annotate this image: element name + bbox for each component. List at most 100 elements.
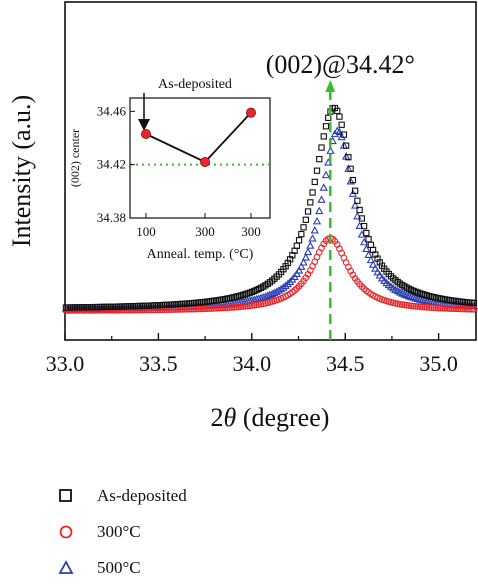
data-point — [221, 304, 229, 312]
data-point — [293, 242, 300, 249]
plot-frame — [64, 1, 477, 341]
data-point — [421, 303, 428, 311]
triangle-marker-icon — [58, 560, 74, 574]
data-point — [318, 144, 325, 151]
data-point — [208, 305, 216, 312]
data-point — [283, 279, 293, 288]
data-point — [246, 302, 254, 310]
data-point — [197, 305, 204, 313]
inset-data-point — [245, 107, 256, 118]
legend-label: As-deposited — [97, 486, 187, 505]
series-square — [62, 104, 478, 311]
legend-label: 300°C — [97, 522, 141, 541]
x-ticks: 33.0 33.5 34.0 34.5 35.0 — [46, 333, 458, 376]
data-point — [413, 294, 423, 303]
data-point — [362, 244, 371, 253]
data-point — [223, 304, 231, 312]
data-point — [235, 303, 242, 311]
data-point — [452, 305, 460, 313]
data-point — [356, 206, 363, 214]
data-point — [199, 305, 207, 313]
xrd-chart: (002)@34.42° 33.0 33.5 34.0 34.5 35.0 Intens… — [7, 1, 478, 432]
data-point — [307, 199, 314, 206]
data-point — [419, 303, 426, 311]
data-point — [346, 177, 355, 185]
data-point — [326, 146, 335, 154]
legend-item-500c: 500°C — [58, 550, 187, 586]
x-tick-label: 33.5 — [139, 351, 178, 376]
data-point — [459, 305, 467, 313]
data-point — [319, 183, 328, 191]
data-point — [244, 302, 251, 310]
data-point — [425, 304, 433, 311]
x-axis-label-symbol: θ — [224, 403, 237, 432]
x-tick-label: 34.0 — [233, 351, 272, 376]
data-point — [311, 178, 318, 186]
data-point — [300, 224, 307, 231]
data-point — [371, 264, 380, 272]
data-point — [367, 241, 374, 249]
data-point — [343, 142, 350, 149]
y-axis-label: Intensity (a.u.) — [7, 95, 36, 247]
inset-data-point — [199, 156, 210, 167]
data-point — [310, 225, 319, 234]
inset-data-point — [140, 128, 151, 139]
data-point — [461, 305, 469, 313]
square-marker-icon — [59, 489, 72, 502]
data-point — [448, 305, 455, 312]
data-point — [414, 303, 422, 310]
data-point — [363, 229, 370, 237]
legend: As-deposited 300°C 500°C — [58, 478, 187, 586]
data-point — [443, 305, 451, 312]
circle-marker-icon — [59, 525, 73, 539]
peak-arrow-head — [325, 80, 336, 92]
data-point — [349, 176, 357, 184]
x-tick-label: 33.0 — [46, 351, 85, 376]
data-point — [248, 302, 256, 309]
data-point — [215, 304, 222, 312]
data-point — [306, 241, 315, 249]
data-point — [416, 303, 424, 311]
data-point — [340, 131, 348, 138]
inset-x-axis-label: Anneal. temp. (°C) — [147, 247, 254, 262]
data-point — [405, 302, 413, 309]
data-point — [436, 304, 444, 312]
data-point — [468, 305, 476, 313]
inset-title-arrow-head — [138, 119, 150, 131]
data-point — [364, 250, 373, 258]
data-point — [368, 260, 378, 268]
data-point — [313, 167, 321, 174]
data-point — [423, 303, 431, 311]
data-point — [439, 304, 446, 312]
data-point — [192, 305, 200, 313]
x-axis-label: 2θ (degree) — [211, 403, 330, 432]
data-point — [441, 304, 449, 312]
data-point — [430, 304, 437, 312]
data-point — [316, 155, 323, 163]
data-point — [194, 305, 202, 313]
data-point — [445, 305, 453, 312]
inset-title: As-deposited — [158, 77, 232, 92]
data-point — [470, 305, 478, 313]
data-point — [336, 113, 343, 120]
data-point — [298, 230, 305, 238]
data-point — [428, 304, 435, 311]
x-axis-label-suffix: (degree) — [236, 403, 329, 432]
data-point — [297, 262, 306, 270]
data-point — [366, 255, 375, 264]
data-point — [279, 283, 288, 291]
x-tick-label: 35.0 — [419, 351, 458, 376]
data-point — [299, 258, 308, 266]
inset-y-tick-label: 34.38 — [97, 210, 126, 225]
data-point — [407, 302, 415, 310]
data-point — [410, 302, 417, 310]
x-axis-label-prefix: 2 — [211, 403, 224, 432]
data-point — [206, 305, 213, 312]
data-point — [317, 195, 326, 203]
data-point — [325, 114, 332, 121]
inset-x-tick-label: 300 — [195, 224, 215, 239]
legend-item-300c: 300°C — [58, 514, 187, 550]
legend-label: 500°C — [97, 558, 141, 577]
data-point — [241, 302, 249, 310]
data-point — [373, 267, 382, 276]
